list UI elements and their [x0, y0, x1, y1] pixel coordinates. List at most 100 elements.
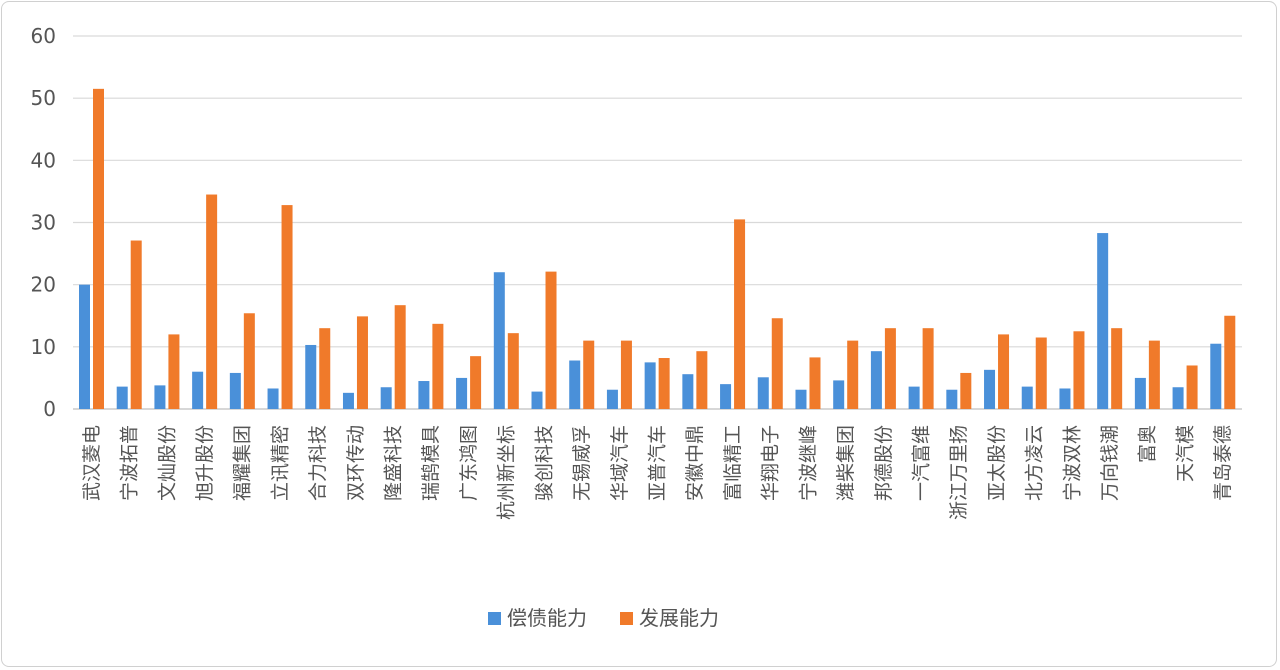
- bar-发展能力: [1073, 331, 1085, 409]
- x-tick-label: 富奥: [1137, 425, 1159, 463]
- bar-偿债能力: [833, 380, 845, 409]
- bar-偿债能力: [305, 344, 317, 409]
- bars: [79, 88, 1236, 409]
- legend-swatch: [620, 612, 633, 625]
- bar-发展能力: [243, 313, 255, 409]
- bar-发展能力: [696, 351, 708, 409]
- bar-偿债能力: [908, 386, 920, 409]
- bar-发展能力: [130, 240, 142, 409]
- bar-偿债能力: [1059, 388, 1071, 409]
- x-tick-label: 华域汽车: [609, 425, 631, 501]
- bar-偿债能力: [644, 362, 656, 409]
- bar-发展能力: [734, 219, 746, 409]
- x-tick-label: 北方凌云: [1024, 425, 1046, 501]
- bar-发展能力: [1111, 328, 1123, 409]
- x-tick-label: 安徽中鼎: [684, 425, 706, 501]
- bar-发展能力: [432, 323, 444, 409]
- bar-偿债能力: [606, 389, 618, 409]
- bar-发展能力: [809, 357, 821, 409]
- bar-发展能力: [93, 88, 104, 409]
- bar-偿债能力: [870, 351, 882, 409]
- bar-偿债能力: [946, 389, 958, 409]
- x-tick-label: 一汽富维: [910, 425, 932, 501]
- x-tick-label: 瑞鹄模具: [420, 425, 442, 501]
- bar-偿债能力: [456, 377, 468, 409]
- bar-发展能力: [507, 333, 519, 409]
- y-tick-label: 30: [31, 211, 56, 235]
- x-tick-label: 亚太股份: [986, 425, 1008, 501]
- bar-偿债能力: [192, 371, 204, 409]
- bar-偿债能力: [757, 377, 769, 409]
- bar-发展能力: [847, 340, 859, 409]
- x-tick-label: 骏创科技: [533, 425, 555, 501]
- bar-发展能力: [1186, 365, 1198, 409]
- x-tick-label: 万向钱潮: [1099, 425, 1121, 501]
- bar-发展能力: [922, 328, 934, 409]
- bar-发展能力: [281, 205, 293, 409]
- bar-偿债能力: [380, 387, 392, 409]
- y-tick-label: 10: [31, 335, 56, 359]
- bar-偿债能力: [984, 369, 996, 409]
- bar-发展能力: [394, 305, 406, 409]
- bar-发展能力: [168, 334, 180, 409]
- y-tick-label: 0: [43, 397, 56, 421]
- bar-发展能力: [583, 340, 595, 409]
- bar-偿债能力: [493, 272, 505, 409]
- bar-偿债能力: [154, 385, 166, 409]
- x-tick-label: 杭州新坐标: [496, 425, 518, 520]
- bar-发展能力: [1224, 315, 1236, 409]
- bar-发展能力: [620, 340, 632, 409]
- x-tick-label: 潍柴集团: [835, 425, 857, 501]
- bar-偿债能力: [720, 384, 732, 409]
- x-tick-label: 广东鸿图: [458, 425, 480, 501]
- x-tick-label: 宁波继峰: [797, 425, 819, 501]
- x-tick-label: 浙江万里扬: [948, 425, 970, 520]
- legend-swatch: [488, 612, 501, 625]
- x-tick-label: 邦德股份: [873, 425, 895, 501]
- bar-偿债能力: [682, 374, 694, 409]
- legend-label: 偿债能力: [507, 606, 587, 630]
- x-tick-label: 旭升股份: [194, 425, 216, 501]
- x-tick-label: 宁波双林: [1061, 425, 1083, 501]
- legend: 偿债能力 发展能力: [488, 606, 719, 630]
- y-axis-ticks: 0 10 20 30 40 50 60: [31, 24, 56, 421]
- x-tick-label: 无锡威孚: [571, 425, 593, 501]
- bar-偿债能力: [1021, 386, 1033, 409]
- x-axis-ticks: 武汉菱电 宁波拓普 文灿股份 旭升股份 福耀集团 立讯精密 合力科技 双环传动 隆盛科技 瑞鹄模具…: [81, 425, 1234, 520]
- x-tick-label: 华翔电子: [760, 425, 782, 501]
- y-tick-label: 20: [31, 273, 56, 297]
- bar-发展能力: [356, 316, 368, 409]
- x-tick-label: 福耀集团: [232, 425, 254, 501]
- bar-发展能力: [545, 271, 557, 409]
- bar-偿债能力: [1172, 387, 1184, 409]
- bar-偿债能力: [267, 388, 279, 409]
- bar-发展能力: [658, 358, 670, 409]
- bar-偿债能力: [531, 391, 543, 409]
- bar-发展能力: [998, 334, 1010, 409]
- bar-偿债能力: [342, 392, 354, 409]
- x-tick-label: 立讯精密: [269, 425, 291, 501]
- bar-偿债能力: [1210, 343, 1222, 409]
- x-tick-label: 合力科技: [307, 425, 329, 501]
- bar-偿债能力: [795, 389, 807, 409]
- bar-偿债能力: [569, 360, 581, 409]
- bar-偿债能力: [1097, 233, 1109, 409]
- bar-发展能力: [319, 328, 331, 409]
- bar-发展能力: [960, 372, 972, 409]
- bar-偿债能力: [116, 386, 128, 409]
- bar-偿债能力: [1134, 377, 1146, 409]
- bar-发展能力: [206, 194, 218, 409]
- bar-发展能力: [884, 328, 896, 409]
- bar-发展能力: [470, 356, 482, 409]
- x-tick-label: 文灿股份: [156, 425, 178, 501]
- bar-偿债能力: [418, 381, 430, 409]
- legend-label: 发展能力: [639, 606, 719, 630]
- x-tick-label: 宁波拓普: [119, 425, 141, 501]
- y-tick-label: 60: [31, 24, 56, 48]
- x-tick-label: 天汽模: [1174, 425, 1196, 482]
- bar-偿债能力: [79, 284, 90, 409]
- bar-发展能力: [1148, 340, 1160, 409]
- x-tick-label: 武汉菱电: [81, 425, 103, 501]
- x-tick-label: 青岛泰德: [1212, 425, 1234, 501]
